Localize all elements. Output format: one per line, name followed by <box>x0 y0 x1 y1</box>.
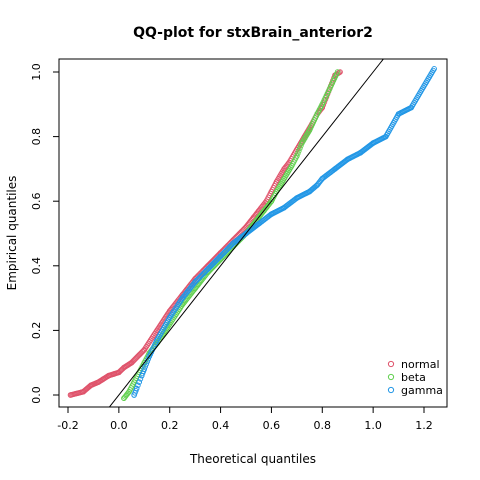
point-beta <box>281 175 287 182</box>
x-tick-label: 1.2 <box>415 419 433 432</box>
point-gamma <box>192 279 198 285</box>
data-points <box>67 66 437 401</box>
reference-line <box>108 59 385 407</box>
legend-label-gamma: gamma <box>401 384 443 397</box>
point-gamma <box>217 253 224 259</box>
point-beta <box>289 162 295 169</box>
point-beta-interp <box>297 145 303 151</box>
point-gamma <box>136 379 142 385</box>
point-gamma <box>179 295 186 301</box>
point-beta <box>306 127 313 133</box>
y-tick-label: 0.8 <box>30 128 43 146</box>
legend-marker-beta <box>387 373 395 381</box>
point-beta <box>131 379 137 385</box>
point-beta-interp <box>295 150 301 157</box>
point-gamma <box>268 211 275 217</box>
point-normal <box>88 382 94 389</box>
point-gamma <box>370 140 376 146</box>
point-gamma <box>243 230 249 237</box>
point-gamma <box>332 166 338 172</box>
point-beta <box>314 111 320 117</box>
x-axis-label: Theoretical quantiles <box>189 452 316 466</box>
x-tick-label: 0.4 <box>212 419 230 432</box>
point-gamma-interp <box>143 361 150 367</box>
y-tick-label: 0.4 <box>30 257 43 275</box>
y-tick-label: 0.6 <box>30 192 43 210</box>
point-beta <box>294 153 300 159</box>
point-gamma <box>281 204 287 211</box>
point-beta <box>255 214 262 221</box>
point-normal <box>154 327 160 334</box>
point-beta <box>268 198 275 204</box>
x-tick-label: 1.0 <box>364 419 382 432</box>
point-gamma <box>255 221 262 227</box>
point-normal <box>100 376 107 382</box>
chart-title: QQ-plot for stxBrain_anterior2 <box>133 25 373 41</box>
point-gamma <box>141 366 148 372</box>
point-normal <box>95 379 102 385</box>
point-gamma-interp <box>145 356 152 362</box>
point-gamma <box>383 133 389 140</box>
point-beta-interp <box>296 148 302 154</box>
point-gamma-interp <box>135 382 141 389</box>
point-gamma <box>205 266 211 272</box>
point-gamma <box>294 195 300 201</box>
point-beta <box>299 140 305 146</box>
series-normal <box>67 69 343 398</box>
point-gamma <box>319 175 326 182</box>
legend-label-beta: beta <box>401 371 426 384</box>
legend-marker-gamma <box>387 386 395 394</box>
plot-frame <box>58 58 448 408</box>
legend-label-normal: normal <box>401 358 440 371</box>
point-normal <box>80 389 87 395</box>
plot-area <box>67 59 437 407</box>
x-axis: -0.2 0.0 0.2 0.4 0.6 0.8 1.0 1.2 <box>57 406 433 432</box>
point-normal <box>105 372 112 379</box>
point-gamma <box>146 353 153 359</box>
point-gamma <box>431 66 437 72</box>
y-tick-label: 1.0 <box>30 63 43 81</box>
x-tick-label: -0.2 <box>57 419 78 432</box>
point-normal <box>121 364 127 371</box>
point-beta <box>319 101 326 108</box>
point-beta <box>261 208 267 214</box>
point-normal <box>281 166 287 172</box>
point-gamma <box>395 111 402 117</box>
point-gamma-interp <box>142 363 149 370</box>
point-gamma <box>344 156 351 162</box>
y-tick-label: 0.0 <box>30 386 43 404</box>
point-normal <box>116 369 122 376</box>
y-axis: 0.0 0.2 0.4 0.6 0.8 1.0 <box>30 63 60 404</box>
point-gamma-interp <box>137 376 144 382</box>
point-gamma <box>408 104 415 111</box>
series-gamma <box>131 66 437 398</box>
point-gamma <box>230 240 237 246</box>
x-tick-label: 0.8 <box>314 419 332 432</box>
legend-marker-normal <box>387 360 395 368</box>
y-axis-label: Empirical quantiles <box>5 176 19 291</box>
point-beta <box>121 395 127 401</box>
point-gamma <box>133 385 140 392</box>
point-normal <box>111 371 117 377</box>
point-gamma <box>131 392 137 398</box>
point-normal <box>141 347 148 353</box>
x-tick-label: 0.2 <box>161 419 179 432</box>
y-tick-label: 0.2 <box>30 322 43 340</box>
point-gamma <box>138 372 145 379</box>
x-tick-label: 0.6 <box>263 419 281 432</box>
point-gamma <box>314 182 320 188</box>
point-gamma <box>154 337 160 343</box>
point-beta <box>126 389 132 395</box>
point-gamma <box>166 314 173 321</box>
point-gamma <box>357 149 364 156</box>
point-normal <box>67 392 74 398</box>
point-beta <box>334 69 341 75</box>
point-gamma <box>306 188 313 195</box>
point-normal <box>128 359 135 366</box>
x-tick-label: 0.0 <box>110 419 128 432</box>
point-normal <box>273 179 280 185</box>
